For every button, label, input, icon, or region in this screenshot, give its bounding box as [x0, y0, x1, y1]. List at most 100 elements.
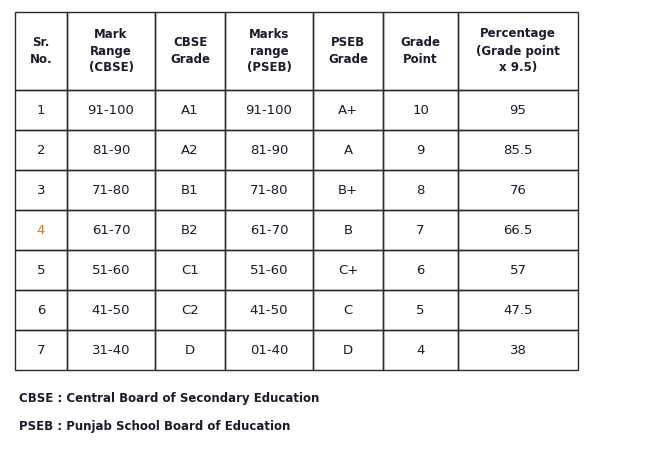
Text: 91-100: 91-100 [246, 104, 293, 116]
Bar [313, 170, 383, 210]
Bar [313, 90, 383, 130]
Text: Mark
Range
(CBSE): Mark Range (CBSE) [89, 27, 134, 75]
Text: 4: 4 [37, 224, 45, 237]
Bar [313, 130, 383, 170]
Text: 41-50: 41-50 [250, 304, 289, 317]
Bar [15, 330, 67, 370]
Bar [67, 290, 155, 330]
Text: PSEB
Grade: PSEB Grade [328, 36, 368, 66]
Bar [225, 210, 313, 250]
Bar [225, 130, 313, 170]
Text: 91-100: 91-100 [87, 104, 134, 116]
Bar [155, 290, 225, 330]
Text: CBSE : Central Board of Secondary Education: CBSE : Central Board of Secondary Educat… [19, 392, 319, 405]
Text: 51-60: 51-60 [92, 264, 130, 277]
Text: 71-80: 71-80 [250, 184, 289, 197]
Bar [458, 330, 578, 370]
Bar [15, 290, 67, 330]
Bar [67, 330, 155, 370]
Text: 76: 76 [509, 184, 527, 197]
Bar [225, 290, 313, 330]
Bar [458, 12, 578, 90]
Bar [458, 90, 578, 130]
Bar [155, 130, 225, 170]
Text: C+: C+ [338, 264, 358, 277]
Text: A+: A+ [338, 104, 358, 116]
Text: B: B [344, 224, 352, 237]
Text: 6: 6 [37, 304, 45, 317]
Text: 85.5: 85.5 [503, 144, 533, 157]
Text: 5: 5 [37, 264, 45, 277]
Bar [155, 12, 225, 90]
Bar [225, 12, 313, 90]
Text: C2: C2 [181, 304, 199, 317]
Text: CBSE
Grade: CBSE Grade [170, 36, 210, 66]
Text: 4: 4 [416, 343, 425, 357]
Bar [67, 210, 155, 250]
Bar [383, 210, 458, 250]
Bar [15, 210, 67, 250]
Text: 38: 38 [509, 343, 527, 357]
Text: 9: 9 [416, 144, 425, 157]
Bar [15, 170, 67, 210]
Text: 61-70: 61-70 [92, 224, 130, 237]
Bar [383, 12, 458, 90]
Text: 31-40: 31-40 [92, 343, 130, 357]
Text: PSEB : Punjab School Board of Education: PSEB : Punjab School Board of Education [19, 420, 291, 433]
Bar [458, 290, 578, 330]
Text: 7: 7 [416, 224, 425, 237]
Bar [313, 290, 383, 330]
Text: 81-90: 81-90 [92, 144, 130, 157]
Bar [67, 12, 155, 90]
Bar [225, 250, 313, 290]
Text: 3: 3 [37, 184, 45, 197]
Bar [458, 130, 578, 170]
Bar [15, 90, 67, 130]
Text: A: A [344, 144, 352, 157]
Text: B1: B1 [181, 184, 199, 197]
Text: Grade
Point: Grade Point [401, 36, 440, 66]
Text: Sr.
No.: Sr. No. [30, 36, 52, 66]
Bar [383, 250, 458, 290]
Text: 5: 5 [416, 304, 425, 317]
Text: B+: B+ [338, 184, 358, 197]
Bar [383, 90, 458, 130]
Text: 57: 57 [509, 264, 527, 277]
Bar [225, 330, 313, 370]
Text: 66.5: 66.5 [503, 224, 533, 237]
Bar [15, 12, 67, 90]
Bar [313, 12, 383, 90]
Bar [383, 290, 458, 330]
Text: D: D [343, 343, 353, 357]
Bar [458, 170, 578, 210]
Bar [155, 210, 225, 250]
Text: 61-70: 61-70 [250, 224, 289, 237]
Bar [225, 90, 313, 130]
Text: 8: 8 [416, 184, 425, 197]
Bar [458, 210, 578, 250]
Text: 01-40: 01-40 [250, 343, 288, 357]
Bar [67, 170, 155, 210]
Text: A1: A1 [181, 104, 199, 116]
Text: 81-90: 81-90 [250, 144, 288, 157]
Bar [458, 250, 578, 290]
Text: 51-60: 51-60 [250, 264, 289, 277]
Bar [155, 170, 225, 210]
Text: 71-80: 71-80 [92, 184, 130, 197]
Text: B2: B2 [181, 224, 199, 237]
Bar [15, 250, 67, 290]
Bar [155, 330, 225, 370]
Bar [15, 130, 67, 170]
Bar [383, 330, 458, 370]
Bar [155, 90, 225, 130]
Text: 47.5: 47.5 [503, 304, 533, 317]
Text: C1: C1 [181, 264, 199, 277]
Text: A2: A2 [181, 144, 199, 157]
Text: Marks
range
(PSEB): Marks range (PSEB) [246, 27, 291, 75]
Bar [313, 210, 383, 250]
Text: D: D [185, 343, 195, 357]
Text: 2: 2 [37, 144, 45, 157]
Text: Percentage
(Grade point
x 9.5): Percentage (Grade point x 9.5) [476, 27, 560, 75]
Text: 6: 6 [416, 264, 425, 277]
Bar [67, 250, 155, 290]
